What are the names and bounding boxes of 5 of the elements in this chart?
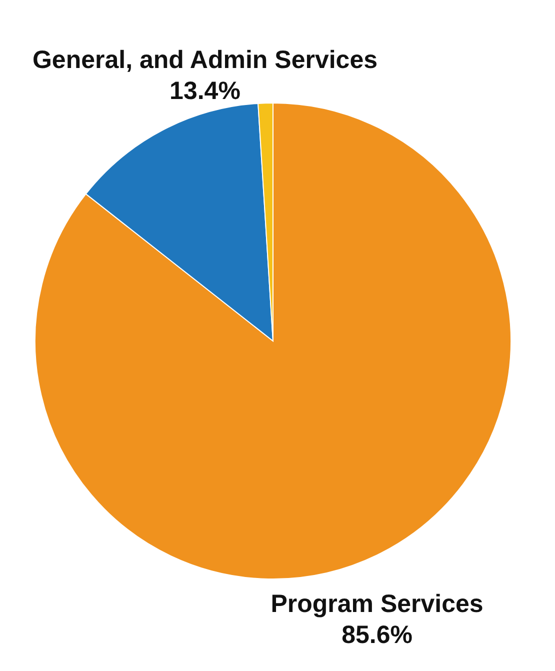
- slice-label: General, and Admin Services: [32, 46, 378, 74]
- slice-label: Program Services: [270, 590, 484, 618]
- data-label: 85.6%: [342, 621, 412, 649]
- data-label: 13.4%: [170, 77, 240, 105]
- pie-slice: [34, 102, 512, 580]
